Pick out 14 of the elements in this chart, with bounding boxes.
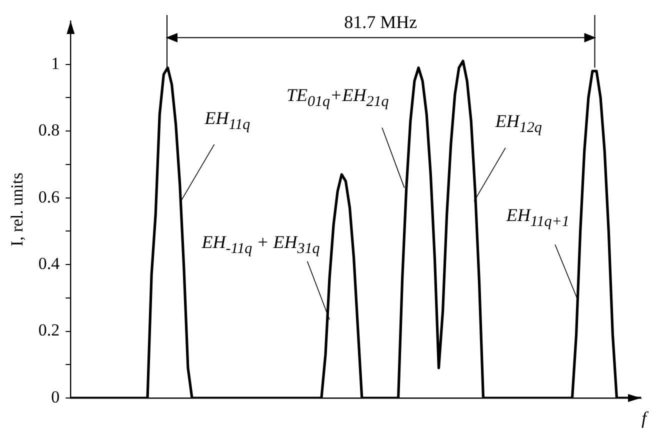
annotation: TE$_{01q}$+EH$_{21q}$ [286,84,389,110]
annotation: EH$_{12q}$ [495,112,542,136]
y-tick-label: 0.6 [38,187,60,206]
y-tick-label: 1 [51,54,60,73]
annotation: EH$_{-11q}$ + EH$_{31q}$ [202,232,320,256]
x-axis-title: f [641,408,647,428]
y-tick-label: 0.4 [38,254,60,274]
annotation: EH$_{11q+1}$ [506,205,570,230]
annotation: EH$_{11q}$ [204,108,250,133]
annotation: 81.7 MHz [344,12,418,32]
y-tick-label: 0.2 [38,320,60,340]
y-tick-label: 0.8 [38,120,60,140]
y-axis-title: I, rel. units [8,172,27,246]
y-tick-label: 0 [51,387,60,406]
